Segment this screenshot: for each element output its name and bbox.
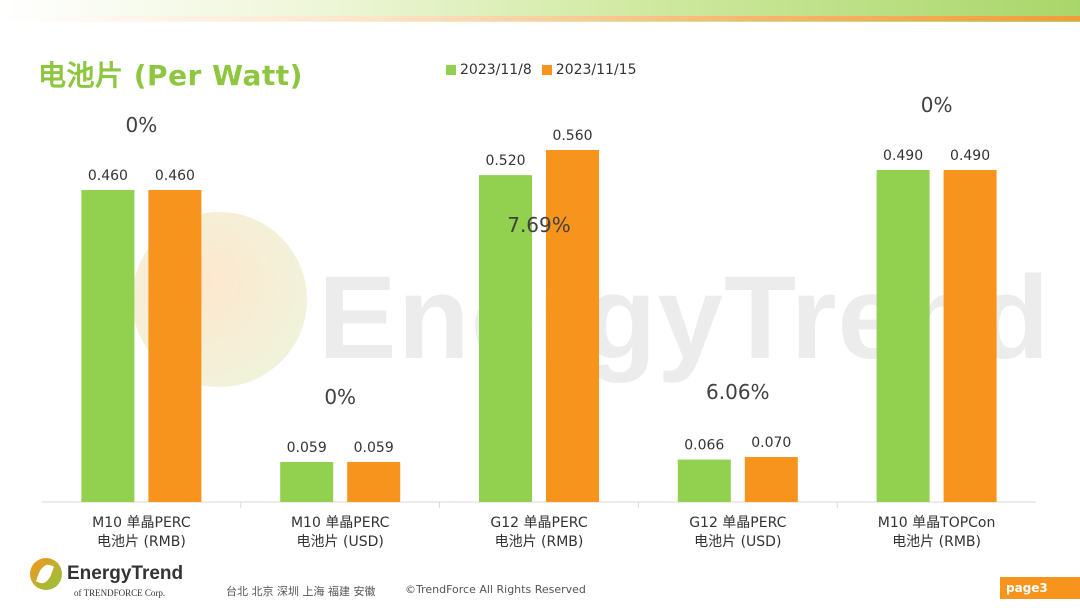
bar-1-series-1	[81, 190, 135, 502]
footer-copyright: ©TrendForce All Rights Reserved	[405, 583, 586, 596]
bar-4-series-2	[744, 457, 798, 502]
category-label-2-line-1: M10 单晶PERC	[291, 515, 390, 531]
legend-swatch-orange	[541, 65, 552, 75]
bar-5-series-2	[943, 170, 997, 502]
bar-5-series-1	[876, 170, 930, 502]
energytrend-logo-icon	[30, 558, 62, 590]
top-accent-bar	[0, 16, 1080, 21]
footer-locations: 台北 北京 深圳 上海 福建 安徽	[226, 585, 376, 598]
data-label-3-series-2: 0.560	[552, 128, 592, 144]
data-label-4-series-1: 0.066	[684, 438, 724, 454]
bar-4-series-1	[677, 459, 731, 502]
page-number-badge: page3	[1000, 577, 1080, 599]
legend-label-series-2: 2023/11/15	[555, 62, 637, 78]
category-label-5-line-1: M10 单晶TOPCon	[878, 515, 996, 531]
legend-swatch-green	[446, 65, 456, 75]
category-label-1-line-2: 电池片 (RMB)	[97, 534, 186, 550]
category-label-3-line-2: 电池片 (RMB)	[495, 534, 584, 550]
data-label-2-series-2: 0.059	[354, 440, 394, 456]
category-label-5-line-2: 电池片 (RMB)	[892, 534, 981, 550]
data-label-4-series-2: 0.070	[751, 435, 791, 451]
change-label-1: 0%	[126, 113, 158, 137]
logo-subtitle: of TRENDFORCE Corp.	[74, 588, 166, 598]
slide-title: 电池片 (Per Watt)	[38, 59, 303, 92]
category-label-4-line-2: 电池片 (USD)	[694, 534, 781, 550]
bar-1-series-2	[148, 190, 202, 502]
bar-3-series-2	[546, 150, 599, 502]
chart-legend: 2023/11/8 2023/11/15	[446, 62, 647, 78]
category-label-2-line-2: 电池片 (USD)	[297, 534, 384, 550]
data-label-5-series-2: 0.490	[950, 148, 990, 164]
data-label-5-series-1: 0.490	[883, 148, 923, 164]
change-label-5: 0%	[921, 93, 953, 117]
logo-text: EnergyTrend	[67, 563, 184, 584]
change-label-2: 0%	[324, 385, 356, 409]
bar-3-series-1	[479, 175, 532, 502]
footer-logo: EnergyTrend	[30, 558, 183, 590]
change-label-3: 7.69%	[507, 213, 571, 237]
bar-2-series-2	[347, 462, 401, 502]
legend-item-series-2: 2023/11/15	[541, 62, 637, 78]
category-label-1-line-1: M10 单晶PERC	[92, 515, 191, 531]
data-label-3-series-1: 0.520	[485, 153, 525, 169]
category-label-3-line-1: G12 单晶PERC	[490, 515, 587, 531]
data-label-2-series-1: 0.059	[287, 440, 327, 456]
legend-label-series-1: 2023/11/8	[460, 62, 532, 78]
data-label-1-series-2: 0.460	[155, 168, 195, 184]
change-label-4: 6.06%	[706, 380, 770, 404]
legend-item-series-1: 2023/11/8	[446, 62, 532, 78]
bar-2-series-1	[280, 462, 334, 502]
data-label-1-series-1: 0.460	[88, 168, 128, 184]
category-label-4-line-1: G12 单晶PERC	[689, 515, 786, 531]
